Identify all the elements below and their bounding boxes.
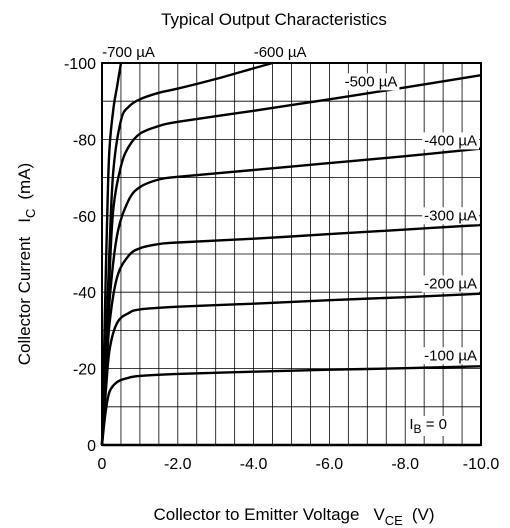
curve-label: -200 µA: [424, 275, 477, 292]
curve-label-background: [422, 347, 479, 365]
curve-label: IB = 0: [409, 416, 447, 436]
y-tick-label: -80: [73, 132, 96, 149]
y-tick-label: 0: [87, 438, 96, 455]
curve-label: -300 µA: [424, 207, 477, 224]
curve-label-background: [422, 132, 479, 150]
x-tick-label: 0: [98, 456, 107, 473]
x-axis-label-unit: (V): [412, 505, 435, 524]
y-tick-label: -60: [73, 209, 96, 226]
x-tick-label: -6.0: [316, 456, 344, 473]
curve-label: -400 µA: [424, 132, 477, 149]
chart-title: Typical Output Characteristics: [161, 10, 387, 29]
y-tick-label: -20: [73, 362, 96, 379]
curves: [100, 61, 482, 447]
x-tick-label: -4.0: [240, 456, 268, 473]
y-axis-label-unit: (mA): [15, 163, 34, 200]
curve-label: -600 µA: [254, 44, 307, 61]
y-axis-label-symbol: I: [15, 218, 34, 223]
grid: [102, 63, 481, 445]
y-axis-label-main: Collector Current: [15, 236, 34, 365]
y-tick-label: -100: [64, 56, 96, 73]
x-tick-label: -2.0: [164, 456, 192, 473]
tick-labels: 0 -2.0 -4.0 -6.0 -8.0 -10.0 0 -20 -40 -60 -80 -100: [64, 56, 499, 473]
x-axis-label-symbol: V: [373, 505, 385, 524]
curve-line: [100, 365, 482, 446]
x-tick-label: -8.0: [391, 456, 419, 473]
x-axis-label-subscript: CE: [385, 513, 403, 528]
curve-label-background: [422, 207, 479, 225]
curve-label-background: [422, 275, 479, 293]
curve-label-background: [407, 416, 449, 436]
curve-line: [100, 292, 482, 446]
x-tick-label: -10.0: [463, 456, 500, 473]
x-axis-label: Collector to Emitter Voltage VCE (V): [153, 505, 434, 528]
curve-line: [100, 61, 273, 446]
curve-label: -100 µA: [424, 347, 477, 364]
curve-label: -500 µA: [345, 73, 398, 90]
curve-label: -700 µA: [102, 44, 155, 61]
curve-line: [100, 223, 482, 446]
curve-labels: IB = 0 -100 µA -200 µA -300 µA -400 µA -500 µ…: [102, 44, 479, 436]
curve-label-background: [342, 73, 400, 91]
y-axis-label: Collector Current IC (mA): [15, 163, 38, 365]
y-axis-label-subscript: C: [23, 209, 38, 218]
x-axis-label-main: Collector to Emitter Voltage: [153, 505, 359, 524]
y-tick-label: -40: [73, 285, 96, 302]
curve-line: [100, 62, 123, 446]
